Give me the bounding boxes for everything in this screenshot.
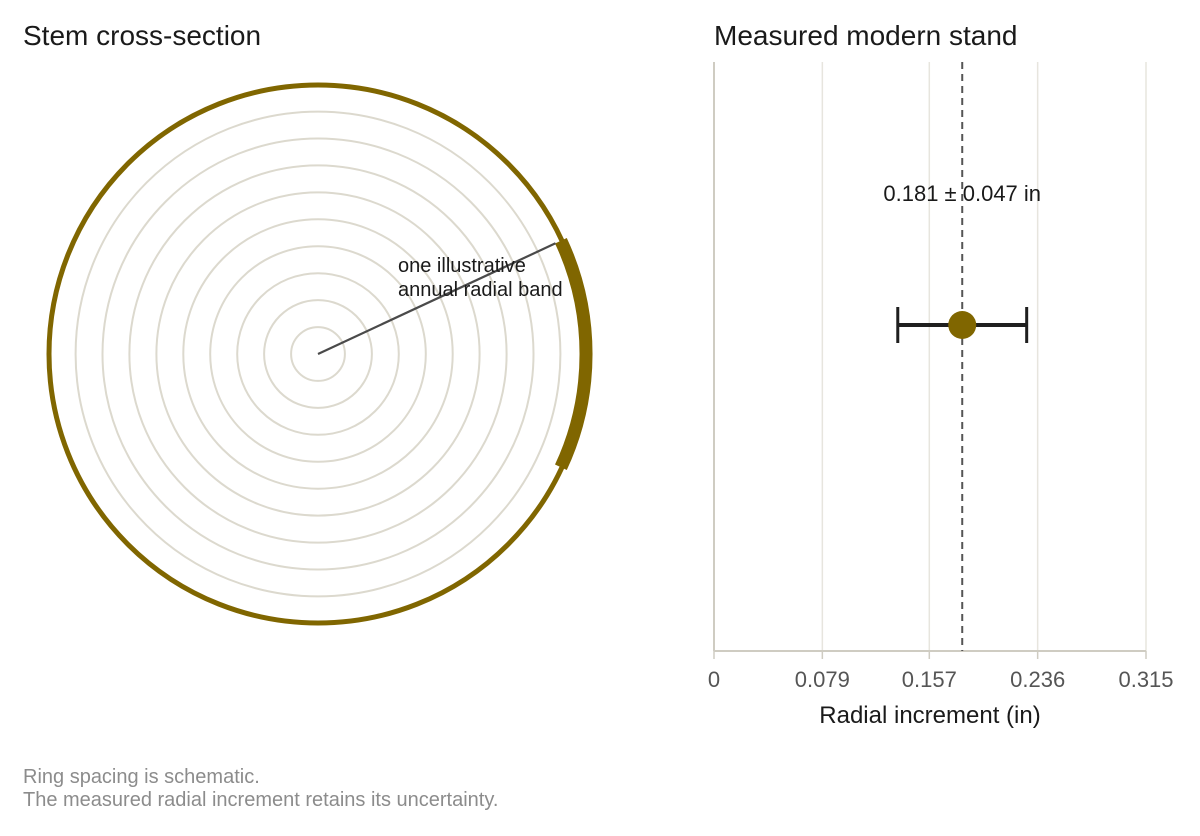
annual-band-highlight — [555, 237, 593, 471]
stem-cross-section-panel: Stem cross-section one illustrative annu… — [23, 20, 593, 626]
left-panel-title: Stem cross-section — [23, 20, 261, 51]
caption-line-2: The measured radial increment retains it… — [23, 789, 499, 811]
x-tick-label: 0.236 — [1010, 667, 1065, 692]
annotation-line-2: annual radial band — [398, 279, 563, 301]
measured-stand-panel: Measured modern stand 0 0.079 0.157 0.236 0.… — [708, 20, 1174, 729]
growth-ring — [101, 137, 535, 571]
growth-ring — [74, 110, 562, 598]
x-tick-label: 0.315 — [1118, 667, 1173, 692]
x-axis-label: Radial increment (in) — [819, 702, 1040, 729]
caption: Ring spacing is schematic. The measured … — [23, 766, 498, 812]
caption-line-1: Ring spacing is schematic. — [23, 766, 260, 788]
growth-ring — [182, 218, 454, 490]
growth-ring — [290, 326, 346, 382]
x-tick-label: 0 — [708, 667, 720, 692]
x-gridlines — [821, 62, 1147, 651]
x-tick-label: 0.079 — [795, 667, 850, 692]
right-panel-title: Measured modern stand — [714, 20, 1018, 51]
annotation-line-1: one illustrative — [398, 255, 526, 277]
estimate-point — [948, 311, 977, 339]
growth-ring — [155, 191, 481, 517]
annual-band-leader-line — [317, 242, 556, 355]
growth-ring — [128, 164, 508, 544]
growth-ring — [209, 245, 427, 463]
growth-ring — [263, 299, 373, 409]
x-tick-label: 0.157 — [902, 667, 957, 692]
annual-band-annotation: one illustrative annual radial band — [398, 255, 563, 301]
estimate-label: 0.181 ± 0.047 in — [883, 181, 1041, 206]
x-tick-labels: 0 0.079 0.157 0.236 0.315 — [708, 651, 1174, 692]
growth-ring — [236, 272, 400, 436]
ring-group — [74, 110, 562, 598]
